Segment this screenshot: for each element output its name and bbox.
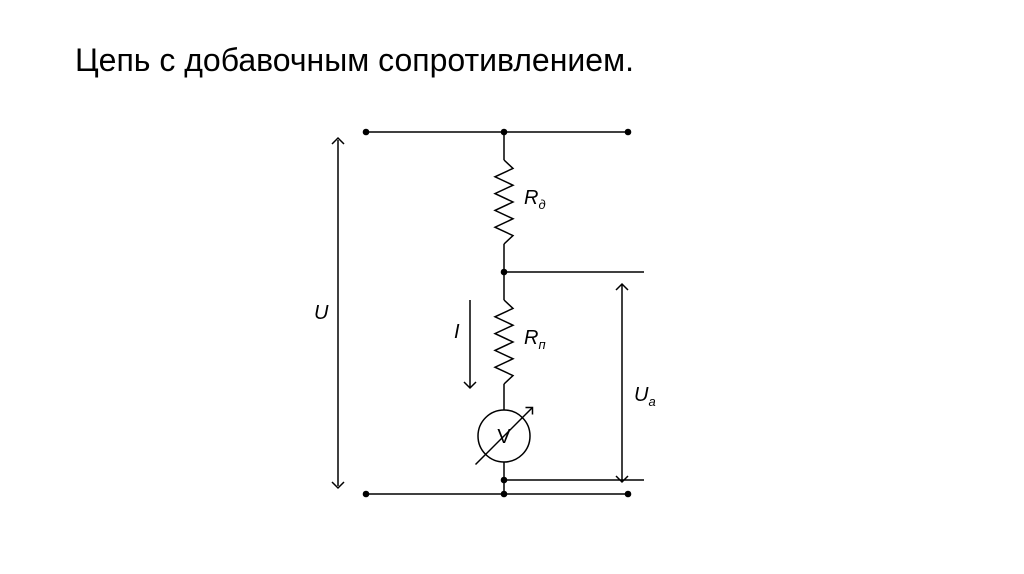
voltmeter-label: V	[497, 426, 511, 448]
label-Rd: Rд	[524, 187, 546, 212]
label-Ua: Uа	[634, 384, 656, 409]
page-title: Цепь с добавочным сопротивлением.	[75, 42, 634, 79]
label-U: U	[314, 302, 329, 324]
label-I: I	[454, 321, 460, 343]
circuit-diagram: U Rд Rп V I Uа	[308, 112, 716, 525]
label-Rp: Rп	[524, 327, 546, 352]
